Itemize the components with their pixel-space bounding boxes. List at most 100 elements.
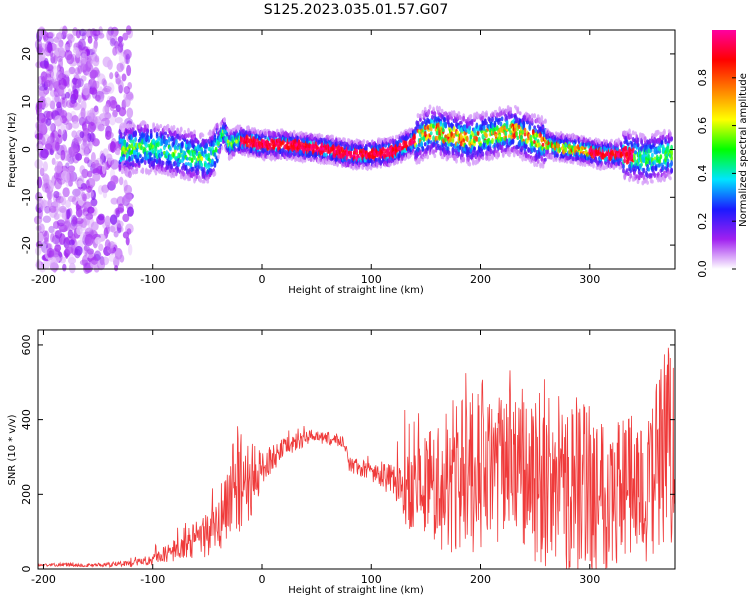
heatmap-cell <box>62 25 68 36</box>
heatmap-cell <box>155 158 159 164</box>
heatmap-cell <box>164 131 168 136</box>
heatmap-cell <box>131 160 135 166</box>
heatmap-cell <box>87 35 93 44</box>
heatmap-cell <box>266 154 270 159</box>
heatmap-cell <box>65 199 71 208</box>
heatmap-cell <box>518 111 522 116</box>
heatmap-cell <box>140 145 144 151</box>
heatmap-cell <box>381 146 385 151</box>
heatmap-cell <box>101 162 106 175</box>
heatmap-cell <box>77 65 82 75</box>
heatmap-cell <box>46 42 53 53</box>
heatmap-cell <box>191 166 195 172</box>
heatmap-cell <box>77 94 82 104</box>
heatmap-cell <box>92 173 101 182</box>
heatmap-cell <box>191 139 195 144</box>
heatmap-cell <box>199 177 202 183</box>
heatmap-cell <box>429 131 433 136</box>
heatmap-cell <box>457 151 461 157</box>
heatmap-cell <box>629 173 633 179</box>
heatmap-cell <box>652 165 655 172</box>
heatmap-cell <box>530 117 534 124</box>
heatmap-cell <box>670 136 673 141</box>
heatmap-cell <box>146 128 150 133</box>
heatmap-cell <box>97 213 105 221</box>
heatmap-cell <box>184 132 188 139</box>
heatmap-cell <box>473 146 476 151</box>
heatmap-cell <box>79 131 85 139</box>
heatmap-cell <box>58 47 65 58</box>
heatmap-cell <box>74 248 81 259</box>
spectrogram-x-ticks: -200 -100 0 100 200 300 <box>31 30 600 286</box>
heatmap-cell <box>515 116 518 123</box>
x-tick-label: -100 <box>140 573 165 586</box>
heatmap-cell <box>393 160 397 165</box>
heatmap-cell <box>83 215 91 226</box>
heatmap-cell <box>485 133 488 139</box>
heatmap-cell <box>157 125 160 130</box>
heatmap-cell <box>582 137 586 143</box>
heatmap-cell <box>471 153 475 158</box>
heatmap-cell <box>58 205 67 213</box>
heatmap-cell <box>499 121 503 127</box>
heatmap-cell <box>241 152 244 156</box>
heatmap-cell <box>54 115 63 127</box>
heatmap-cell <box>72 216 78 225</box>
heatmap-cell <box>416 120 420 125</box>
heatmap-cell <box>166 164 170 171</box>
heatmap-cell <box>90 152 96 163</box>
heatmap-cell <box>470 120 474 127</box>
heatmap-cell <box>148 163 152 169</box>
heatmap-cell <box>68 253 75 266</box>
heatmap-cell <box>165 140 169 146</box>
heatmap-cell <box>530 113 534 119</box>
heatmap-cell <box>46 36 54 45</box>
heatmap-cell <box>429 126 433 132</box>
heatmap-cell <box>58 39 64 48</box>
heatmap-cell <box>53 55 58 65</box>
x-tick-label: 0 <box>258 573 265 586</box>
heatmap-cell <box>56 219 66 227</box>
heatmap-cell <box>426 154 429 160</box>
heatmap-cell <box>297 139 301 146</box>
heatmap-cell <box>51 234 60 245</box>
heatmap-cell <box>661 164 665 171</box>
heatmap-cell <box>37 231 45 243</box>
heatmap-cell <box>493 146 497 152</box>
heatmap-cell <box>72 84 80 95</box>
heatmap-cell <box>433 111 437 117</box>
heatmap-cell <box>330 161 333 166</box>
heatmap-cell <box>122 156 125 161</box>
heatmap-cell <box>612 165 616 170</box>
heatmap-cell <box>41 134 51 145</box>
heatmap-cell <box>651 179 654 184</box>
heatmap-cell <box>486 150 490 156</box>
heatmap-cell <box>640 162 643 167</box>
heatmap-cell <box>469 113 473 118</box>
heatmap-cell <box>99 150 105 163</box>
heatmap-cell <box>131 126 135 132</box>
heatmap-cell <box>624 146 628 153</box>
colorbar-tick-label: 0.6 <box>696 117 709 135</box>
heatmap-cell <box>205 143 208 148</box>
heatmap-cell <box>49 63 57 70</box>
heatmap-cell <box>642 158 646 164</box>
heatmap-cell <box>524 143 528 149</box>
heatmap-cell <box>379 159 383 165</box>
y-tick-label: 10 <box>20 95 33 109</box>
heatmap-cell <box>375 161 379 168</box>
y-tick-label: -20 <box>20 236 33 254</box>
heatmap-cell <box>135 166 139 172</box>
heatmap-cell <box>628 128 631 135</box>
heatmap-cell <box>446 146 450 152</box>
heatmap-cell <box>540 150 544 156</box>
heatmap-cell <box>386 146 390 152</box>
heatmap-cell <box>540 136 544 143</box>
heatmap-cell <box>89 132 95 143</box>
x-tick-label: 300 <box>579 273 600 286</box>
heatmap-cell <box>46 247 55 258</box>
heatmap-cell <box>76 225 83 236</box>
heatmap-cell <box>528 114 532 119</box>
heatmap-cell <box>124 167 128 173</box>
